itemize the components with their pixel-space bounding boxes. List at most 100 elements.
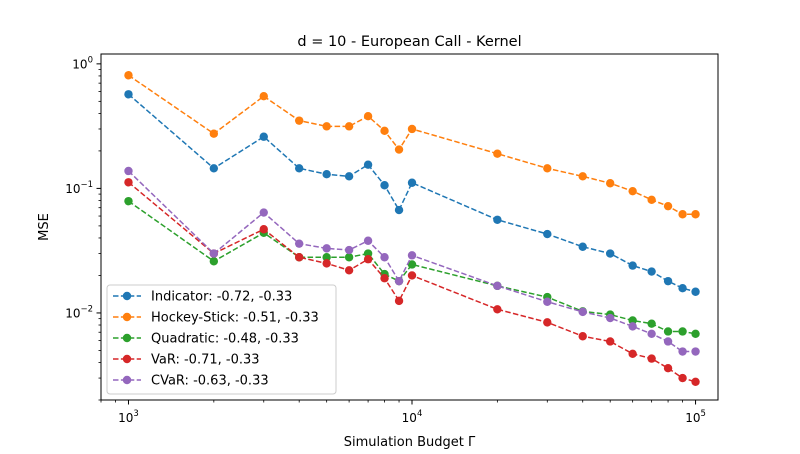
chart-title: d = 10 - European Call - Kernel	[297, 34, 521, 50]
data-point	[678, 347, 687, 356]
data-point	[344, 122, 354, 131]
data-point	[407, 124, 417, 134]
data-point	[605, 179, 615, 188]
data-point	[691, 210, 700, 219]
series-layer	[124, 71, 700, 387]
data-point	[493, 149, 502, 158]
data-point	[493, 281, 502, 291]
data-point	[647, 319, 656, 328]
legend-marker	[122, 291, 132, 301]
y-tick-label-base: 10	[65, 182, 80, 196]
x-tick-label-base: 10	[402, 411, 417, 425]
y-tick-label-exponent: −2	[80, 304, 93, 314]
series-1	[124, 90, 700, 296]
data-point	[322, 253, 331, 262]
data-point	[628, 316, 637, 325]
x-axis-label: Simulation Budget Γ	[344, 435, 476, 450]
data-point	[543, 297, 552, 306]
data-point	[322, 244, 331, 253]
y-tick-label: 10−1	[65, 180, 93, 196]
data-point	[628, 186, 637, 196]
data-point	[605, 313, 615, 323]
x-tick-label-base: 10	[118, 411, 133, 425]
data-point	[209, 249, 219, 258]
data-point	[344, 253, 354, 262]
data-point	[578, 172, 587, 181]
legend-label: Hockey-Stick: -0.51, -0.33	[151, 311, 319, 326]
data-point	[259, 132, 268, 141]
data-point	[578, 242, 587, 251]
chart-legend: Indicator: -0.72, -0.33 Hockey-Stick: -0.…	[106, 284, 337, 395]
data-point	[209, 129, 219, 138]
y-tick-label: 10−2	[65, 304, 93, 320]
data-point	[294, 253, 304, 262]
data-point	[344, 245, 354, 255]
data-point	[294, 164, 304, 173]
data-point	[407, 271, 417, 280]
data-point	[647, 354, 656, 363]
data-point	[663, 201, 673, 211]
data-point	[691, 329, 700, 339]
plot-frame	[100, 53, 719, 401]
legend-entry: Hockey-Stick: -0.51, -0.33	[113, 311, 319, 326]
data-point	[322, 170, 331, 179]
legend-box	[106, 284, 337, 395]
data-point	[322, 259, 331, 268]
data-point	[605, 249, 615, 258]
y-tick-label-base: 10	[72, 57, 87, 71]
data-point	[407, 260, 417, 269]
data-point	[124, 71, 133, 80]
data-point	[407, 178, 417, 187]
data-point	[691, 347, 700, 356]
x-tick-label: 104	[402, 409, 423, 425]
legend-marker	[122, 375, 132, 385]
data-point	[628, 261, 637, 270]
data-point	[363, 236, 373, 245]
data-point	[380, 253, 389, 262]
data-point	[344, 266, 354, 275]
data-point	[691, 377, 700, 387]
data-point	[394, 145, 404, 154]
legend-entry: Indicator: -0.72, -0.33	[113, 290, 292, 305]
data-point	[380, 126, 389, 136]
data-point	[578, 307, 587, 317]
y-tick-label-exponent: 0	[88, 55, 93, 65]
data-point	[394, 296, 404, 306]
data-point	[124, 166, 133, 176]
x-axis-ticks: 103 104 105	[100, 400, 706, 425]
data-point	[124, 178, 133, 187]
data-point	[493, 215, 502, 224]
data-point	[407, 251, 417, 260]
data-point	[259, 225, 268, 234]
data-point	[380, 181, 389, 190]
data-point	[394, 276, 404, 286]
data-point	[647, 267, 656, 276]
data-point	[363, 111, 373, 121]
y-tick-label-exponent: −1	[80, 180, 93, 190]
series-5	[124, 166, 700, 356]
legend-entry: Quadratic: -0.48, -0.33	[113, 332, 299, 347]
data-point	[605, 337, 615, 346]
data-point	[678, 284, 687, 293]
data-point	[691, 287, 700, 296]
legend-label: CVaR: -0.63, -0.33	[151, 374, 269, 389]
y-axis-label: MSE	[37, 213, 52, 241]
data-point	[124, 90, 133, 99]
data-point	[344, 172, 354, 181]
data-point	[294, 116, 304, 125]
data-point	[259, 208, 268, 217]
data-point	[647, 329, 656, 339]
legend-entry: VaR: -0.71, -0.33	[113, 353, 260, 368]
data-point	[663, 276, 673, 286]
data-point	[678, 373, 687, 383]
data-point	[647, 195, 656, 205]
data-point	[124, 196, 133, 206]
data-point	[663, 364, 673, 373]
x-tick-label-base: 10	[685, 411, 700, 425]
data-point	[209, 257, 219, 266]
data-point	[543, 318, 552, 327]
data-point	[493, 305, 502, 314]
